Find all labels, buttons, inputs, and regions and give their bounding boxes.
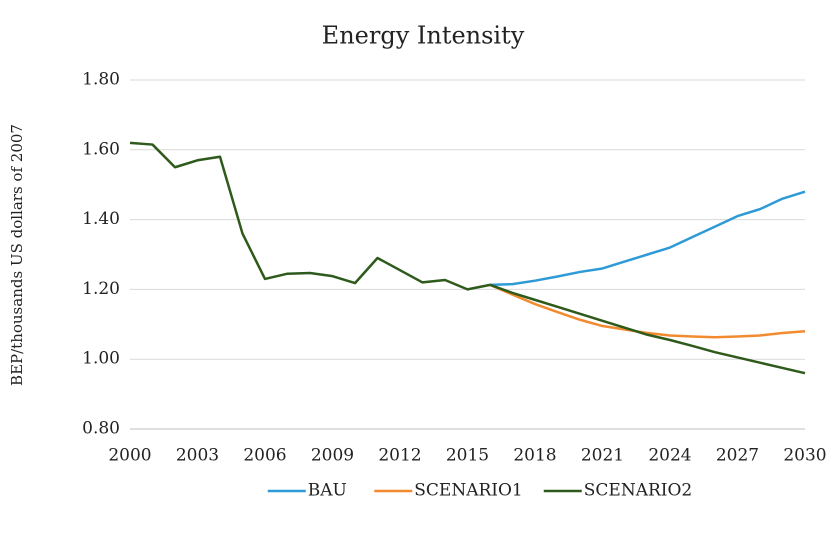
y-tick-label: 1.60 <box>82 139 120 159</box>
series-line <box>489 283 806 339</box>
x-tick-label: 2012 <box>378 446 421 466</box>
y-tick-label: 1.00 <box>82 349 120 369</box>
y-tick-label: 1.80 <box>82 70 120 90</box>
series-line <box>489 190 806 287</box>
y-tick-label: 0.80 <box>82 419 120 439</box>
legend-label: BAU <box>308 481 347 501</box>
y-tick-label: 1.20 <box>82 279 120 299</box>
series-line <box>129 141 806 375</box>
x-tick-label: 2027 <box>716 446 759 466</box>
legend-label: SCENARIO1 <box>414 481 522 501</box>
legend-label: SCENARIO2 <box>584 481 692 501</box>
y-tick-label: 1.40 <box>82 209 120 229</box>
x-tick-label: 2021 <box>581 446 624 466</box>
x-tick-label: 2030 <box>783 446 826 466</box>
x-tick-label: 2003 <box>176 446 219 466</box>
x-tick-label: 2024 <box>648 446 691 466</box>
x-tick-label: 2009 <box>311 446 354 466</box>
y-axis-label: BEP/thousands US dollars of 2007 <box>8 124 26 386</box>
chart-title: Energy Intensity <box>322 22 525 50</box>
x-tick-label: 2015 <box>446 446 489 466</box>
x-tick-label: 2000 <box>108 446 151 466</box>
x-tick-label: 2018 <box>513 446 556 466</box>
x-tick-label: 2006 <box>243 446 286 466</box>
